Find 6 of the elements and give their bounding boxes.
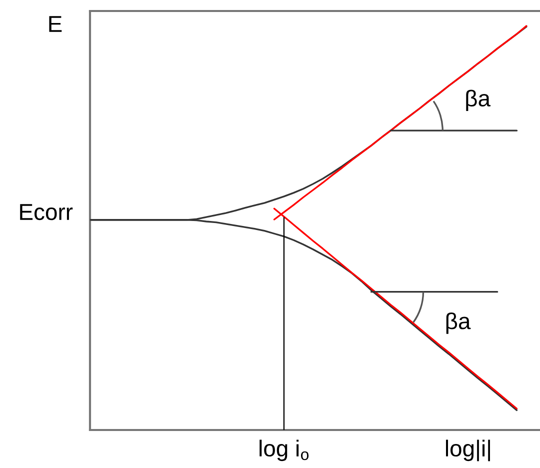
x-tick-label: log i$_{o}$ [260,440,309,462]
text: Ecorr [20,204,73,220]
annotation: βa [446,312,471,334]
annotation: βa [466,90,490,112]
x-tick-label: log|i| [446,440,490,462]
y-axis-title: E [49,16,62,32]
